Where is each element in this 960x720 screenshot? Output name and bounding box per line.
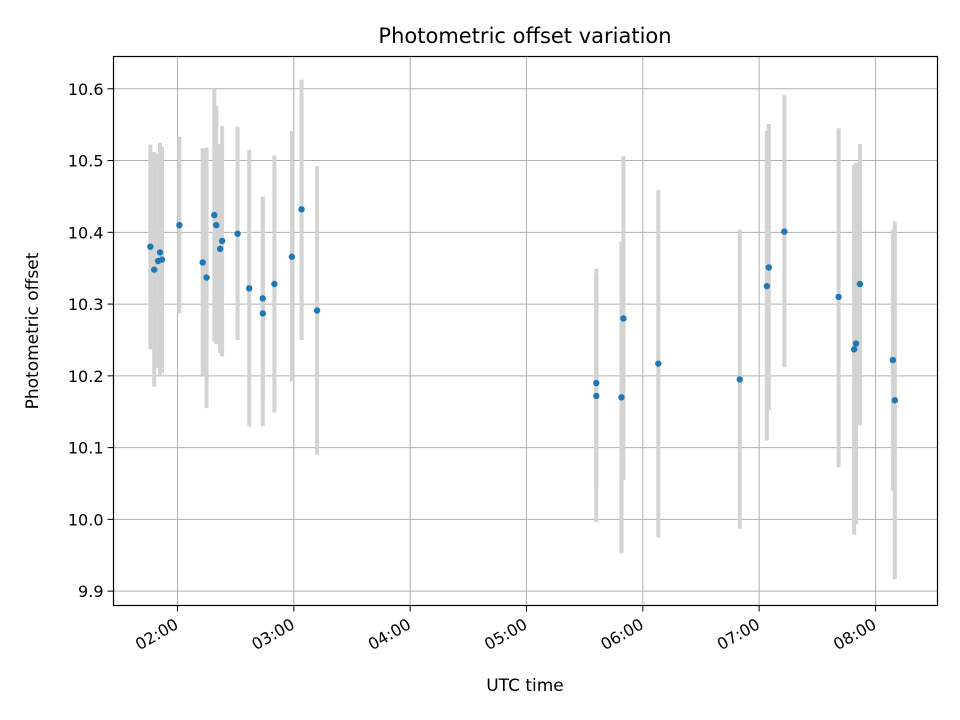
data-point bbox=[158, 256, 166, 263]
data-point bbox=[891, 397, 899, 404]
chart-title: Photometric offset variation bbox=[378, 24, 671, 48]
data-point bbox=[211, 211, 218, 219]
plot-frame bbox=[112, 55, 939, 607]
y-tick-label: 10.2 bbox=[68, 367, 104, 386]
data-point bbox=[620, 315, 627, 322]
data-point bbox=[655, 360, 662, 367]
y-axis-ticks: 9.9 10.0 10.1 10.2 10.3 10.4 10.5 10.6 bbox=[68, 80, 114, 601]
data-point bbox=[203, 274, 210, 281]
data-point bbox=[889, 356, 897, 364]
data-point bbox=[218, 237, 226, 245]
data-points bbox=[147, 206, 899, 404]
y-tick-label: 10.0 bbox=[68, 510, 104, 529]
data-point bbox=[259, 295, 266, 302]
data-point bbox=[246, 285, 253, 292]
data-point bbox=[850, 346, 858, 353]
data-point bbox=[781, 228, 788, 235]
data-point bbox=[259, 310, 266, 317]
data-point bbox=[835, 293, 842, 301]
data-point bbox=[618, 394, 625, 401]
data-point bbox=[765, 264, 773, 271]
data-point bbox=[151, 266, 158, 273]
y-axis-title: Photometric offset bbox=[23, 252, 43, 409]
data-point bbox=[736, 376, 743, 383]
y-tick-label: 10.5 bbox=[68, 152, 104, 171]
data-point bbox=[213, 221, 220, 229]
data-point bbox=[288, 253, 296, 260]
data-point bbox=[298, 206, 305, 213]
data-point bbox=[763, 282, 771, 290]
x-axis-title: UTC time bbox=[486, 676, 564, 696]
y-tick-label: 10.4 bbox=[68, 223, 104, 242]
data-point bbox=[593, 379, 600, 387]
data-point bbox=[313, 307, 321, 314]
data-point bbox=[271, 280, 278, 288]
data-point bbox=[199, 259, 206, 266]
y-tick-label: 10.1 bbox=[68, 439, 104, 458]
data-point bbox=[593, 392, 600, 400]
data-point bbox=[156, 249, 164, 256]
data-point bbox=[176, 221, 183, 229]
data-point bbox=[234, 230, 241, 237]
y-tick-label: 10.6 bbox=[68, 80, 104, 99]
y-tick-label: 9.9 bbox=[78, 582, 103, 601]
data-point bbox=[856, 280, 864, 288]
y-tick-label: 10.3 bbox=[68, 295, 104, 314]
data-point bbox=[147, 243, 154, 250]
data-point bbox=[216, 245, 224, 253]
data-point bbox=[852, 340, 860, 347]
